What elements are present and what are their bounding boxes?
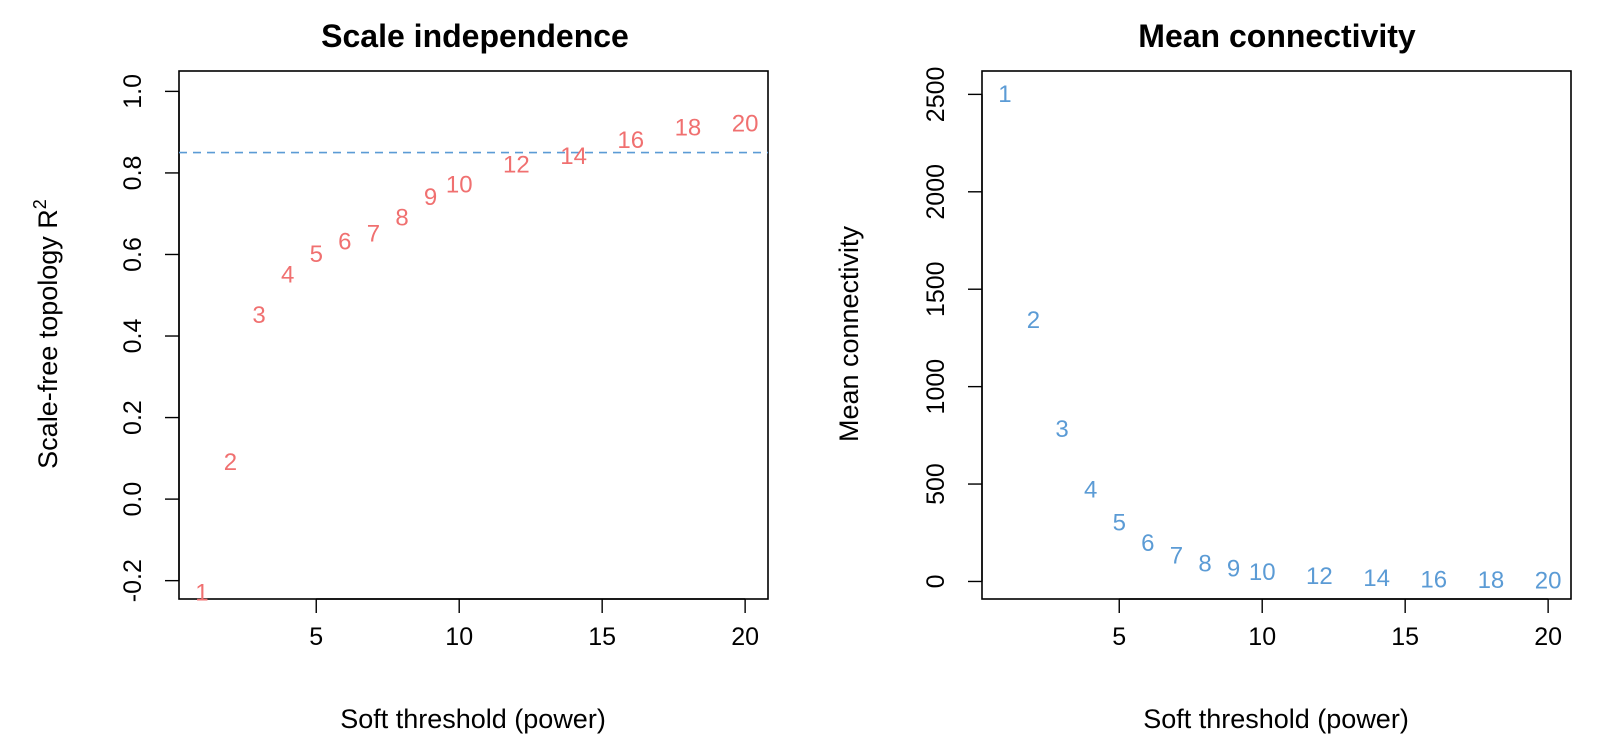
point-label-4: 4 xyxy=(281,261,294,288)
point-label-6: 6 xyxy=(1141,530,1154,557)
point-label-20: 20 xyxy=(732,111,759,138)
scale-independence-panel: Scale independence -0.2 0.0 0.2 0.4 0.6 0.8 1.… xyxy=(30,18,769,734)
point-label-16: 16 xyxy=(1420,566,1447,593)
point-label-1: 1 xyxy=(998,81,1011,108)
x-tick-label: 20 xyxy=(1534,623,1562,651)
point-label-2: 2 xyxy=(1027,307,1040,334)
y-tick-label: 0.4 xyxy=(119,319,147,354)
mean-connectivity-panel: Mean connectivity 0 500 1000 1500 2000 2500 5… xyxy=(834,18,1572,734)
point-label-18: 18 xyxy=(1478,567,1505,594)
y-axis: -0.2 0.0 0.2 0.4 0.6 0.8 1.0 xyxy=(119,74,180,602)
point-label-6: 6 xyxy=(338,229,351,256)
point-label-10: 10 xyxy=(1249,559,1276,586)
point-label-20: 20 xyxy=(1535,567,1562,594)
x-axis: 5 10 15 20 xyxy=(1112,598,1562,651)
point-label-7: 7 xyxy=(367,221,380,248)
plot-frame xyxy=(981,70,1572,600)
y-tick-label: 0.8 xyxy=(119,156,147,191)
y-tick-label: 500 xyxy=(922,463,950,505)
point-label-16: 16 xyxy=(617,127,644,154)
x-tick-label: 5 xyxy=(1112,623,1126,651)
x-tick-label: 20 xyxy=(731,623,759,651)
y-tick-label: -0.2 xyxy=(119,559,147,602)
point-label-9: 9 xyxy=(1227,556,1240,583)
y-tick-label: 2000 xyxy=(922,164,950,220)
y-axis-label-main: Scale-free topology R xyxy=(33,209,63,469)
x-tick-label: 15 xyxy=(1391,623,1419,651)
point-label-8: 8 xyxy=(1198,550,1211,577)
x-tick-label: 10 xyxy=(1248,623,1276,651)
y-tick-label: 0 xyxy=(922,575,950,589)
x-tick-label: 5 xyxy=(309,623,323,651)
point-label-12: 12 xyxy=(503,151,530,178)
y-axis-label-superscript: 2 xyxy=(30,199,50,209)
point-label-14: 14 xyxy=(1363,565,1390,592)
y-tick-label: 0.0 xyxy=(119,482,147,517)
point-label-2: 2 xyxy=(224,449,237,476)
y-tick-label: 1500 xyxy=(922,261,950,317)
plot-frame xyxy=(178,70,769,600)
y-axis: 0 500 1000 1500 2000 2500 xyxy=(922,67,983,589)
point-label-14: 14 xyxy=(560,143,587,170)
point-label-9: 9 xyxy=(424,184,437,211)
point-label-12: 12 xyxy=(1306,563,1333,590)
y-tick-label: 1000 xyxy=(922,359,950,415)
point-label-3: 3 xyxy=(1055,416,1068,443)
point-label-5: 5 xyxy=(310,241,323,268)
x-axis-label: Soft threshold (power) xyxy=(1143,704,1409,734)
point-label-3: 3 xyxy=(252,302,265,329)
y-axis-label: Mean connectivity xyxy=(834,225,864,442)
point-label-7: 7 xyxy=(1170,543,1183,570)
chart-title: Mean connectivity xyxy=(1138,18,1416,54)
x-axis-label: Soft threshold (power) xyxy=(340,704,606,734)
y-tick-label: 2500 xyxy=(922,67,950,123)
y-tick-label: 0.6 xyxy=(119,237,147,272)
x-axis: 5 10 15 20 xyxy=(309,598,759,651)
chart-title: Scale independence xyxy=(321,18,629,54)
x-tick-label: 15 xyxy=(588,623,616,651)
point-label-1: 1 xyxy=(195,579,208,606)
point-label-8: 8 xyxy=(395,204,408,231)
y-axis-label: Scale-free topology R2 xyxy=(30,199,63,469)
point-label-4: 4 xyxy=(1084,476,1097,503)
point-label-5: 5 xyxy=(1113,510,1126,537)
point-label-10: 10 xyxy=(446,172,473,199)
point-label-18: 18 xyxy=(675,115,702,142)
x-tick-label: 10 xyxy=(445,623,473,651)
y-tick-label: 0.2 xyxy=(119,400,147,435)
y-tick-label: 1.0 xyxy=(119,74,147,109)
